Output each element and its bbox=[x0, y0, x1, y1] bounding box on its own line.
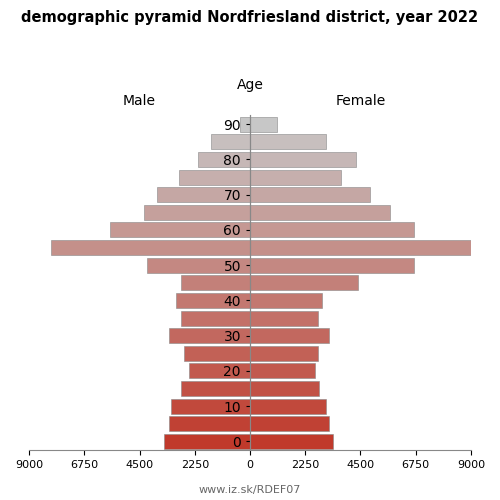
Bar bbox=[250, 328, 328, 343]
Bar bbox=[164, 434, 250, 449]
Bar bbox=[182, 310, 250, 326]
Bar bbox=[250, 240, 471, 255]
Bar bbox=[250, 346, 318, 361]
Bar bbox=[110, 222, 250, 238]
Bar bbox=[147, 258, 250, 272]
Bar bbox=[172, 398, 250, 413]
Bar bbox=[169, 328, 250, 343]
Bar bbox=[250, 434, 334, 449]
Bar bbox=[188, 364, 250, 378]
Bar bbox=[250, 152, 356, 167]
Bar bbox=[156, 187, 250, 202]
Bar bbox=[210, 134, 250, 150]
Bar bbox=[250, 222, 414, 238]
Bar bbox=[250, 381, 318, 396]
Bar bbox=[250, 364, 315, 378]
Text: demographic pyramid Nordfriesland district, year 2022: demographic pyramid Nordfriesland distri… bbox=[22, 10, 478, 25]
Bar bbox=[250, 416, 328, 432]
Bar bbox=[250, 116, 277, 132]
Bar bbox=[250, 134, 326, 150]
Bar bbox=[182, 381, 250, 396]
Text: www.iz.sk/RDEF07: www.iz.sk/RDEF07 bbox=[199, 485, 301, 495]
Bar bbox=[250, 205, 390, 220]
Text: Male: Male bbox=[123, 94, 156, 108]
Bar bbox=[250, 258, 414, 272]
Bar bbox=[144, 205, 250, 220]
Bar bbox=[250, 187, 370, 202]
Bar bbox=[51, 240, 250, 255]
Text: Age: Age bbox=[236, 78, 264, 92]
Bar bbox=[250, 293, 322, 308]
Bar bbox=[176, 293, 250, 308]
Bar bbox=[169, 416, 250, 432]
Bar bbox=[184, 346, 250, 361]
Bar bbox=[250, 398, 326, 413]
Bar bbox=[250, 276, 358, 290]
Bar bbox=[198, 152, 250, 167]
Bar bbox=[182, 276, 250, 290]
Bar bbox=[240, 116, 250, 132]
Bar bbox=[250, 310, 318, 326]
Bar bbox=[179, 170, 250, 184]
Bar bbox=[250, 170, 341, 184]
Text: Female: Female bbox=[336, 94, 386, 108]
